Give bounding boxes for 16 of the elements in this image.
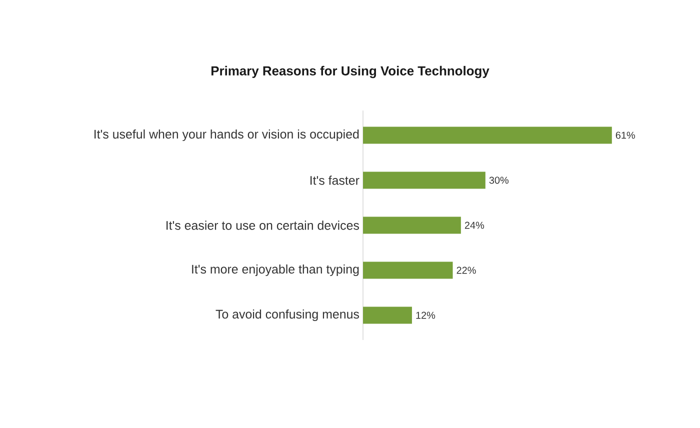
y-tick-label: It's useful when your hands or vision is occupied [94,129,359,142]
data-label: 61% [616,132,635,139]
data-label: 30% [489,176,509,184]
bar [363,262,453,279]
data-label: 22% [456,266,476,274]
bar [363,172,486,189]
bar [363,126,612,144]
y-tick-label: It's faster [310,176,360,185]
y-tick-label: It's more enjoyable than typing [192,264,359,276]
y-tick-label: It's easier to use on certain devices [166,220,359,230]
chart-title: Primary Reasons for Using Voice Technology [211,66,490,78]
data-label: 24% [464,222,484,229]
bar [363,306,412,324]
bar [363,216,461,234]
data-label: 12% [416,312,436,319]
y-tick-label: To avoid confusing menus [216,309,360,322]
